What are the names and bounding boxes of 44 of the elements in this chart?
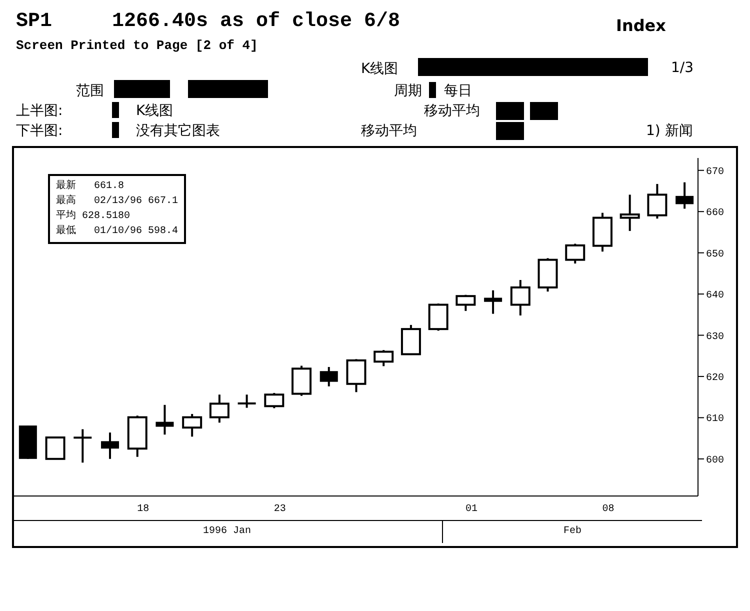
text: 范围 (76, 82, 104, 100)
annotation: 最新 661.8 (56, 179, 126, 194)
text: 没有其它图表 (136, 122, 220, 140)
text: Index (616, 16, 666, 35)
candlestick (182, 412, 202, 438)
y-tick-label: 600 (706, 455, 724, 466)
text: 1996 Jan (12, 521, 443, 543)
text: 1) 新闻 (646, 122, 693, 140)
annotation: 最高 02/13/96 667.1 (56, 194, 178, 209)
annotation: 最低 01/10/96 598.4 (56, 224, 178, 239)
text: 下半图: (16, 122, 63, 140)
x-tick-label: 18 (137, 504, 150, 516)
chart-title: SP1 1266.40s as of close 6/8 (16, 10, 400, 33)
x-tick-label: 23 (274, 504, 286, 516)
x-tick-label: 01 (465, 504, 478, 516)
text: 移动平均 (424, 102, 480, 120)
text: K线图 (136, 102, 174, 120)
candlestick (45, 436, 66, 460)
chart-subtitle: Screen Printed to Page [2 of 4] (16, 38, 258, 53)
y-tick-label: 610 (706, 414, 724, 426)
candlestick (374, 349, 394, 368)
text: 每日 (444, 82, 472, 100)
text: Feb (562, 524, 582, 539)
y-tick-label: 660 (706, 208, 724, 220)
text: 上半图: (16, 102, 63, 120)
y-tick-label: 630 (706, 332, 724, 343)
candlestick (647, 182, 668, 220)
candlestick (565, 242, 586, 265)
y-tick-label: 620 (706, 373, 724, 384)
y-tick-label: 670 (706, 166, 724, 178)
text: 周期 (394, 82, 422, 100)
text: 移动平均 (361, 122, 417, 140)
candlestick (209, 394, 230, 424)
text: 1/3 (671, 60, 694, 76)
candlestick (346, 358, 366, 394)
y-tick-label: 650 (706, 249, 724, 260)
candlestick (620, 194, 640, 232)
candlestick (456, 294, 476, 312)
annotation: 平均 628.5180 (56, 209, 132, 224)
text: K线图 (361, 60, 398, 78)
candlestick (264, 392, 284, 410)
candlestick (510, 279, 530, 316)
x-tick-label: 08 (602, 504, 614, 516)
y-tick-label: 640 (706, 290, 724, 302)
